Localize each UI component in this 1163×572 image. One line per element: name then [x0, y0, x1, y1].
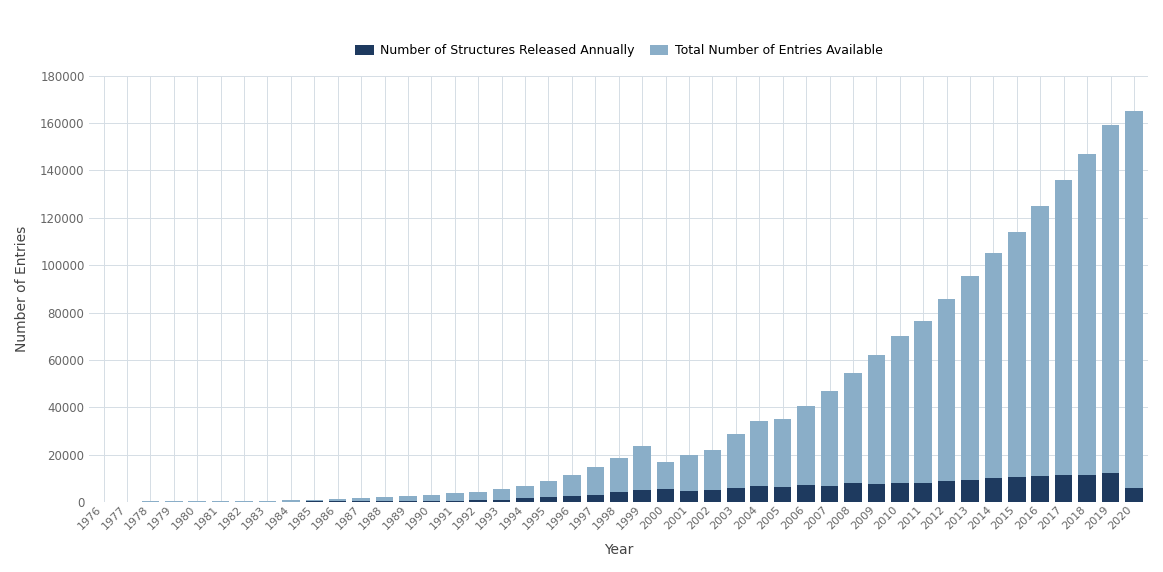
- Bar: [798, 406, 815, 502]
- Bar: [750, 486, 768, 502]
- Bar: [634, 490, 651, 502]
- Bar: [704, 490, 721, 502]
- Bar: [844, 373, 862, 502]
- Bar: [352, 501, 370, 502]
- Bar: [844, 483, 862, 502]
- Bar: [540, 480, 557, 502]
- Bar: [352, 498, 370, 502]
- Bar: [914, 483, 932, 502]
- Bar: [1032, 206, 1049, 502]
- Legend: Number of Structures Released Annually, Total Number of Entries Available: Number of Structures Released Annually, …: [350, 39, 887, 62]
- Bar: [540, 497, 557, 502]
- Bar: [962, 276, 979, 502]
- Bar: [609, 492, 628, 502]
- Bar: [283, 500, 300, 502]
- Bar: [609, 458, 628, 502]
- Bar: [773, 419, 792, 502]
- Bar: [704, 450, 721, 502]
- Bar: [188, 501, 206, 502]
- Bar: [563, 496, 580, 502]
- Bar: [985, 253, 1003, 502]
- Bar: [891, 336, 908, 502]
- Bar: [376, 501, 393, 502]
- Bar: [1078, 475, 1096, 502]
- Bar: [1125, 111, 1143, 502]
- Bar: [750, 421, 768, 502]
- Bar: [727, 434, 744, 502]
- Bar: [470, 491, 487, 502]
- Bar: [962, 479, 979, 502]
- Bar: [868, 355, 885, 502]
- Bar: [1055, 475, 1072, 502]
- Bar: [657, 489, 675, 502]
- Bar: [798, 485, 815, 502]
- Bar: [422, 495, 440, 502]
- Bar: [399, 496, 416, 502]
- Bar: [586, 467, 604, 502]
- Bar: [493, 489, 511, 502]
- Bar: [1101, 125, 1119, 502]
- Bar: [235, 501, 252, 502]
- Bar: [937, 481, 955, 502]
- X-axis label: Year: Year: [604, 543, 634, 557]
- Bar: [680, 491, 698, 502]
- Bar: [399, 500, 416, 502]
- Bar: [1032, 476, 1049, 502]
- Bar: [891, 483, 908, 502]
- Bar: [657, 462, 675, 502]
- Bar: [1078, 154, 1096, 502]
- Bar: [422, 500, 440, 502]
- Bar: [376, 498, 393, 502]
- Bar: [634, 446, 651, 502]
- Bar: [1008, 232, 1026, 502]
- Bar: [516, 498, 534, 502]
- Bar: [493, 499, 511, 502]
- Bar: [937, 300, 955, 502]
- Bar: [470, 500, 487, 502]
- Bar: [447, 500, 464, 502]
- Bar: [306, 499, 323, 502]
- Bar: [258, 500, 277, 502]
- Bar: [447, 494, 464, 502]
- Bar: [516, 486, 534, 502]
- Y-axis label: Number of Entries: Number of Entries: [15, 226, 29, 352]
- Bar: [212, 501, 229, 502]
- Bar: [868, 484, 885, 502]
- Bar: [1125, 488, 1143, 502]
- Bar: [1055, 180, 1072, 502]
- Bar: [563, 475, 580, 502]
- Bar: [985, 478, 1003, 502]
- Bar: [727, 488, 744, 502]
- Bar: [1101, 472, 1119, 502]
- Bar: [821, 486, 839, 502]
- Bar: [586, 495, 604, 502]
- Bar: [914, 321, 932, 502]
- Bar: [680, 455, 698, 502]
- Bar: [329, 499, 347, 502]
- Bar: [773, 487, 792, 502]
- Bar: [821, 391, 839, 502]
- Bar: [1008, 477, 1026, 502]
